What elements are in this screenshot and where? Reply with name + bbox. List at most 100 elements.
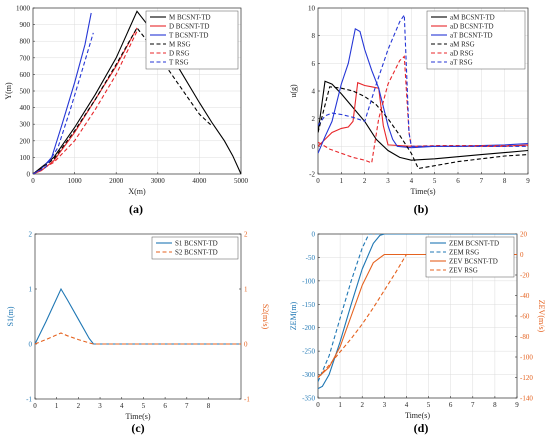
y-tick-label: -50 bbox=[306, 254, 316, 262]
y-tick-label: -2 bbox=[309, 171, 315, 179]
x-axis-label: Time(s) bbox=[125, 412, 150, 421]
legend-entry: ZEV BCSNT-TD bbox=[449, 258, 498, 266]
y-tick-label: 300 bbox=[20, 121, 31, 129]
y-tick-label: 1000 bbox=[16, 5, 31, 13]
x-tick-label: 7 bbox=[471, 401, 475, 409]
series-line-1 bbox=[318, 234, 517, 390]
series-line-1 bbox=[35, 287, 241, 345]
y-axis-label: Y(m) bbox=[4, 82, 13, 100]
x-tick-label: 4 bbox=[405, 401, 409, 409]
y2-axis-label: ZEV(m/s) bbox=[537, 300, 546, 333]
legend-box bbox=[145, 10, 239, 70]
y-tick-label: 700 bbox=[20, 54, 31, 62]
y2-tick-label: -60 bbox=[520, 313, 530, 321]
legend-entry: ZEM RSG bbox=[449, 249, 479, 257]
legend-entry: D RSG bbox=[169, 50, 189, 58]
legend-box bbox=[425, 236, 515, 278]
series-line-2 bbox=[33, 27, 138, 174]
y-tick-label: 600 bbox=[20, 71, 31, 79]
y-axis-label: S1(m) bbox=[6, 306, 15, 326]
legend-entry: aD RSG bbox=[450, 50, 474, 58]
series-line-6 bbox=[318, 13, 528, 147]
legend-entry: S2 BCSNT-TD bbox=[175, 249, 218, 257]
legend-entry: T RSG bbox=[169, 59, 189, 67]
y-tick-label: 100 bbox=[20, 154, 31, 162]
legend-box bbox=[151, 236, 239, 260]
series-line-4 bbox=[33, 26, 213, 174]
x-tick-label: 4 bbox=[120, 402, 124, 410]
series-line-2 bbox=[318, 81, 528, 147]
chart-panel-4: 0 1 2 3 4 5 6 7 8 9-350-300-250-200-150-100-500-1… bbox=[289, 231, 546, 436]
x-tick-label: 9 bbox=[526, 177, 530, 185]
y-tick-label: 1 bbox=[29, 286, 33, 294]
series-line-5 bbox=[33, 30, 138, 174]
panel-caption: (b) bbox=[414, 202, 429, 216]
y-tick-label: -300 bbox=[302, 371, 315, 379]
y2-tick-label: -80 bbox=[520, 333, 530, 341]
y-tick-label: 0 bbox=[312, 231, 316, 239]
y2-tick-label: 1 bbox=[244, 286, 248, 294]
series-line-4 bbox=[318, 86, 528, 170]
x-tick-label: 6 bbox=[449, 401, 453, 409]
x-tick-label: 3 bbox=[386, 177, 390, 185]
y2-tick-label: -1 bbox=[244, 396, 250, 404]
x-tick-label: 5000 bbox=[234, 177, 249, 185]
x-tick-label: 4 bbox=[410, 177, 414, 185]
y2-tick-label: -40 bbox=[520, 292, 530, 300]
x-tick-label: 2 bbox=[77, 402, 81, 410]
series-line-2 bbox=[35, 332, 241, 345]
y-tick-label: 4 bbox=[312, 88, 316, 96]
x-tick-label: 6 bbox=[163, 402, 167, 410]
y-axis-label: u(g) bbox=[289, 84, 298, 98]
legend-entry: aD BCSNT-TD bbox=[450, 23, 494, 31]
plot-frame bbox=[34, 233, 242, 400]
y-axis-label: ZEM(m) bbox=[289, 301, 298, 330]
y-tick-label: 0 bbox=[312, 143, 316, 151]
y-tick-label: 800 bbox=[20, 38, 31, 46]
y-tick-label: 400 bbox=[20, 104, 31, 112]
x-tick-label: 8 bbox=[207, 402, 211, 410]
x-tick-label: 1 bbox=[340, 177, 344, 185]
series-line-1 bbox=[318, 80, 528, 161]
x-axis-label: Time(s) bbox=[405, 411, 430, 420]
legend-entry: aT RSG bbox=[450, 59, 473, 67]
x-tick-label: 3 bbox=[98, 402, 102, 410]
x-tick-label: 7 bbox=[480, 177, 484, 185]
legend-entry: ZEV RSG bbox=[449, 267, 478, 275]
legend-entry: M BCSNT-TD bbox=[169, 14, 211, 22]
x-tick-label: 0 bbox=[31, 177, 35, 185]
y2-axis-label: S2(m/s) bbox=[261, 304, 270, 330]
y-tick-label: -100 bbox=[302, 277, 315, 285]
legend-entry: aM RSG bbox=[450, 41, 475, 49]
y-tick-label: -350 bbox=[302, 395, 315, 403]
y-tick-label: 10 bbox=[308, 5, 316, 13]
x-tick-label: 3000 bbox=[151, 177, 166, 185]
x-tick-label: 0 bbox=[33, 402, 37, 410]
panel-caption: (a) bbox=[129, 202, 143, 216]
y2-tick-label: 2 bbox=[244, 231, 248, 239]
legend-entry: aM BCSNT-TD bbox=[450, 14, 495, 22]
x-tick-label: 2 bbox=[360, 401, 364, 409]
y-tick-label: -150 bbox=[302, 301, 315, 309]
x-tick-label: 8 bbox=[493, 401, 497, 409]
x-axis-label: Time(s) bbox=[410, 187, 435, 196]
panel-caption: (d) bbox=[414, 421, 429, 435]
x-axis-label: X(m) bbox=[128, 187, 146, 196]
y2-tick-label: 0 bbox=[244, 341, 248, 349]
y2-tick-label: -100 bbox=[520, 354, 533, 362]
y-tick-label: 6 bbox=[312, 60, 316, 68]
x-tick-label: 6 bbox=[456, 177, 460, 185]
series-line-5 bbox=[318, 55, 528, 164]
legend-box bbox=[426, 10, 526, 70]
x-tick-label: 2 bbox=[363, 177, 367, 185]
x-tick-label: 2000 bbox=[109, 177, 124, 185]
y2-tick-label: 20 bbox=[520, 231, 528, 239]
y-tick-label: 500 bbox=[20, 88, 31, 96]
x-tick-label: 5 bbox=[427, 401, 431, 409]
